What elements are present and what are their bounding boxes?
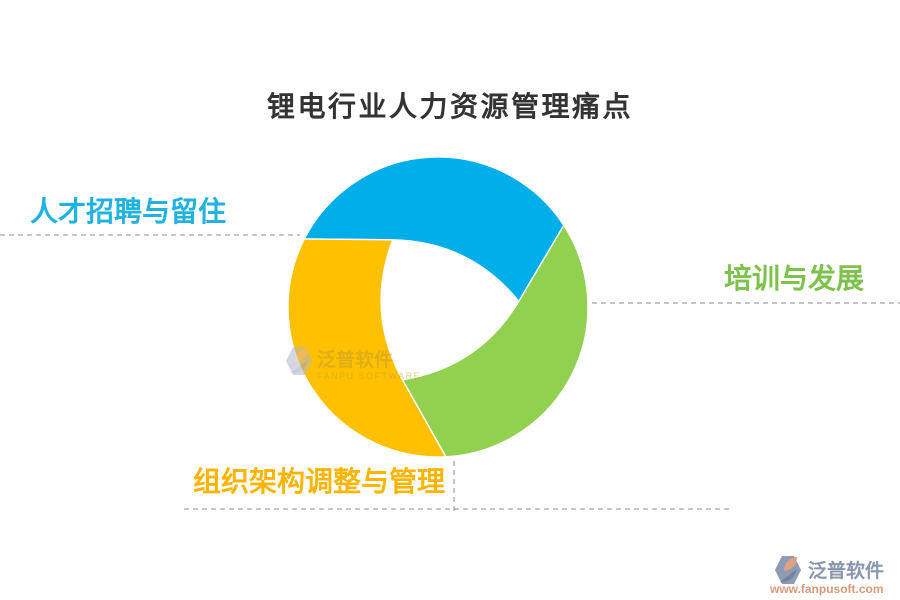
svg-text:FANPU SOFTWARE: FANPU SOFTWARE (317, 371, 421, 381)
svg-text:泛普软件: 泛普软件 (808, 559, 884, 582)
svg-text:www.fanpusoft.com: www.fanpusoft.com (769, 582, 884, 596)
svg-text:泛普软件: 泛普软件 (317, 348, 393, 371)
